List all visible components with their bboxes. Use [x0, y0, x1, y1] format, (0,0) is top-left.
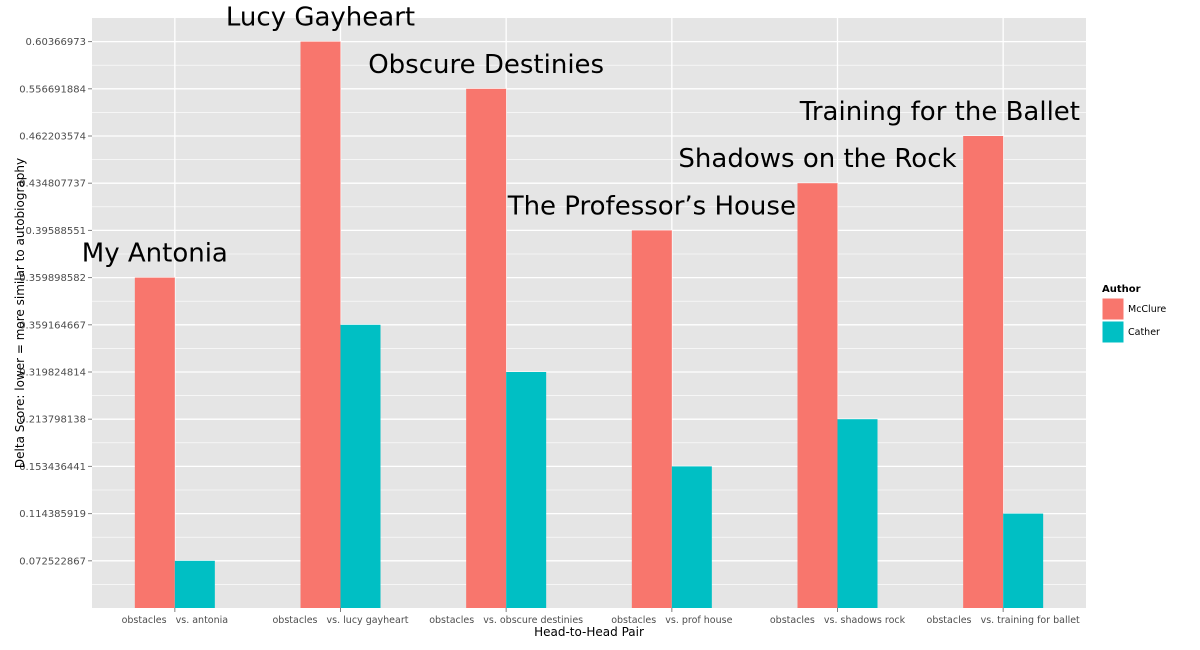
bar-mcclure-3 [631, 230, 672, 608]
y-tick-label: 0.213798138 [19, 415, 86, 426]
bar-cather-5 [1003, 513, 1044, 608]
y-tick-label: 0.434807737 [19, 179, 86, 190]
legend: Author McClure Cather [1101, 284, 1166, 344]
annotation-label: The Professor’s House [507, 191, 796, 221]
y-tick-label: 0.556691884 [19, 84, 86, 95]
y-tick-label: 0.359164667 [19, 320, 86, 331]
bar-mcclure-0 [134, 277, 175, 608]
y-tick-label: 0.072522867 [19, 556, 86, 567]
x-tick-label: obstacles vs. training for ballet [927, 615, 1081, 626]
y-tick-label: 0.39588551 [26, 226, 86, 237]
bars [134, 41, 1044, 609]
bar-mcclure-4 [797, 183, 838, 608]
bar-cather-1 [340, 324, 381, 608]
legend-title: Author [1102, 284, 1141, 295]
plot-panel [92, 18, 1086, 608]
bar-mcclure-1 [300, 41, 341, 609]
x-tick-label: obstacles vs. prof house [611, 615, 732, 626]
y-axis-title: Delta Score: lower = more similar to aut… [13, 158, 27, 468]
bar-cather-3 [671, 466, 712, 608]
y-axis-ticks: 0.072522867 0.114385919 0.153436441 0.21379… [19, 37, 92, 567]
x-tick-label: obstacles vs. lucy gayheart [273, 615, 409, 626]
y-tick-label: 0.60366973 [26, 37, 86, 48]
y-tick-label: 0.319824814 [19, 368, 86, 379]
y-tick-label: 0.462203574 [19, 132, 86, 143]
annotation-label: My Antonia [82, 239, 228, 269]
bar-cather-4 [837, 419, 878, 608]
bar-cather-0 [174, 560, 215, 608]
x-tick-label: obstacles vs. shadows rock [770, 615, 906, 626]
x-tick-label: obstacles vs. antonia [122, 615, 229, 626]
annotation-label: Obscure Destinies [368, 50, 604, 80]
y-tick-label: 0.114385919 [19, 509, 86, 520]
y-tick-label: 0.153436441 [19, 462, 86, 473]
annotation-label: Shadows on the Rock [678, 144, 956, 174]
bar-cather-2 [506, 372, 547, 608]
annotation-label: Lucy Gayheart [226, 3, 415, 33]
bar-annotations: My Antonia Lucy Gayheart Obscure Destinies… [82, 3, 1080, 269]
bar-mcclure-5 [963, 136, 1004, 608]
legend-key-mcclure [1101, 297, 1125, 321]
legend-key-cather [1101, 320, 1125, 344]
legend-label-cather: Cather [1128, 327, 1160, 338]
y-tick-label: 0.359898582 [19, 273, 86, 284]
legend-label-mcclure: McClure [1128, 304, 1166, 315]
annotation-label: Training for the Ballet [799, 97, 1080, 127]
x-axis-ticks: obstacles vs. antonia obstacles vs. lucy … [122, 608, 1081, 626]
x-tick-label: obstacles vs. obscure destinies [429, 615, 583, 626]
bar-mcclure-2 [466, 88, 507, 609]
x-axis-title: Head-to-Head Pair [534, 625, 644, 639]
